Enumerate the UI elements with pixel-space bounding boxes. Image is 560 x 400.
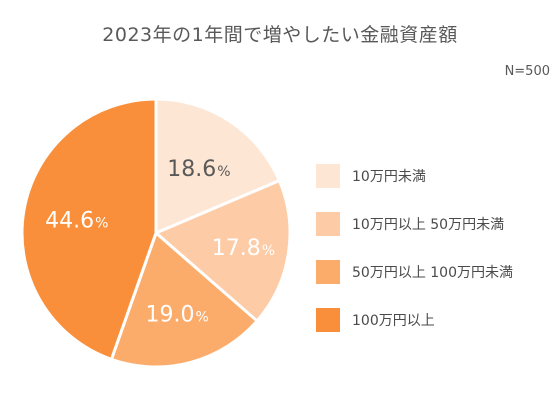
pie-slice [154, 179, 292, 323]
legend-swatch [316, 212, 340, 236]
pie-slice [109, 231, 259, 369]
pie-slice [20, 97, 158, 361]
legend-swatch [316, 308, 340, 332]
legend-label: 100万円以上 [352, 313, 435, 329]
slice-value-label: 17.8% [212, 236, 275, 261]
chart-title: 2023年の1年間で増やしたい金融資産額 [102, 24, 458, 46]
legend-item: 50万円以上 100万円未満 [316, 260, 513, 284]
legend-label: 10万円未満 [352, 169, 426, 185]
slice-value-label: 19.0% [146, 302, 209, 327]
legend-label: 10万円以上 50万円未満 [352, 217, 505, 233]
sample-size-label: N=500 [504, 64, 550, 79]
pie-slice [154, 97, 281, 235]
slice-value-label: 18.6% [167, 157, 230, 182]
legend-item: 10万円以上 50万円未満 [316, 212, 504, 236]
legend-label: 50万円以上 100万円未満 [352, 265, 513, 281]
legend-item: 10万円未満 [316, 164, 426, 188]
legend-swatch [316, 260, 340, 284]
legend-item: 100万円以上 [316, 308, 435, 332]
slice-value-label: 44.6% [45, 208, 108, 233]
legend-swatch [316, 164, 340, 188]
